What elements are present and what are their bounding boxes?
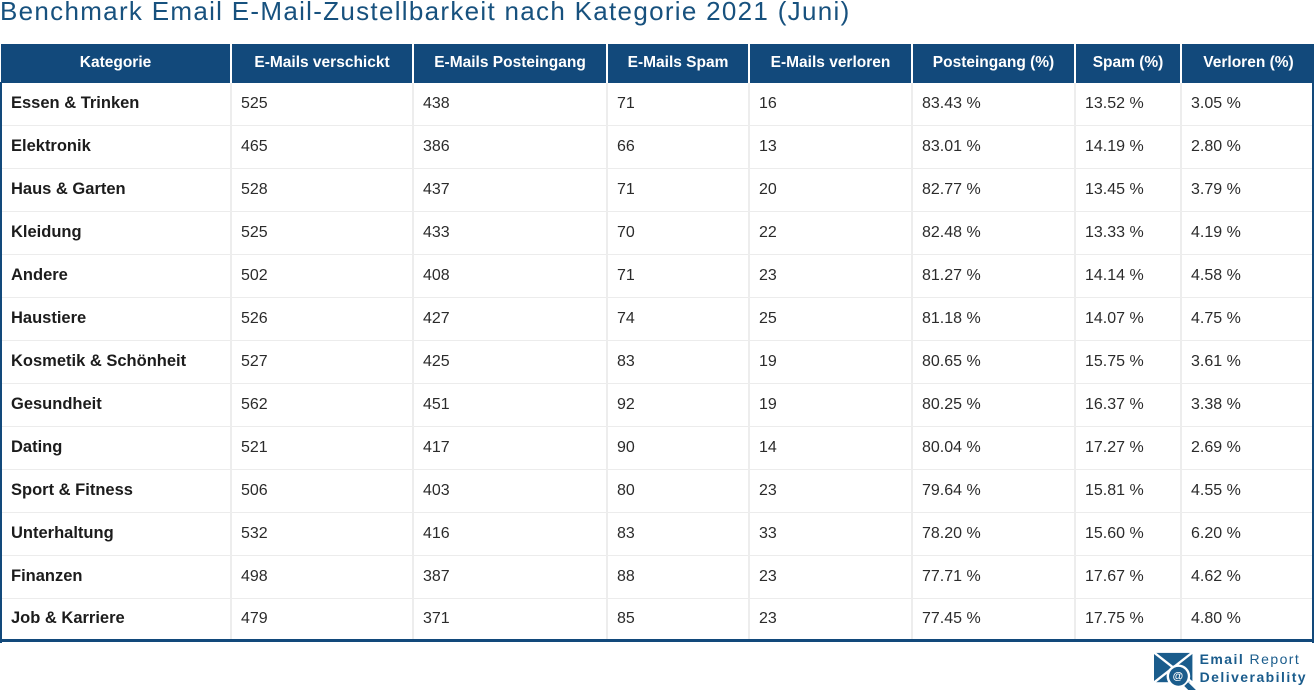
svg-text:@: @ (1173, 671, 1184, 683)
